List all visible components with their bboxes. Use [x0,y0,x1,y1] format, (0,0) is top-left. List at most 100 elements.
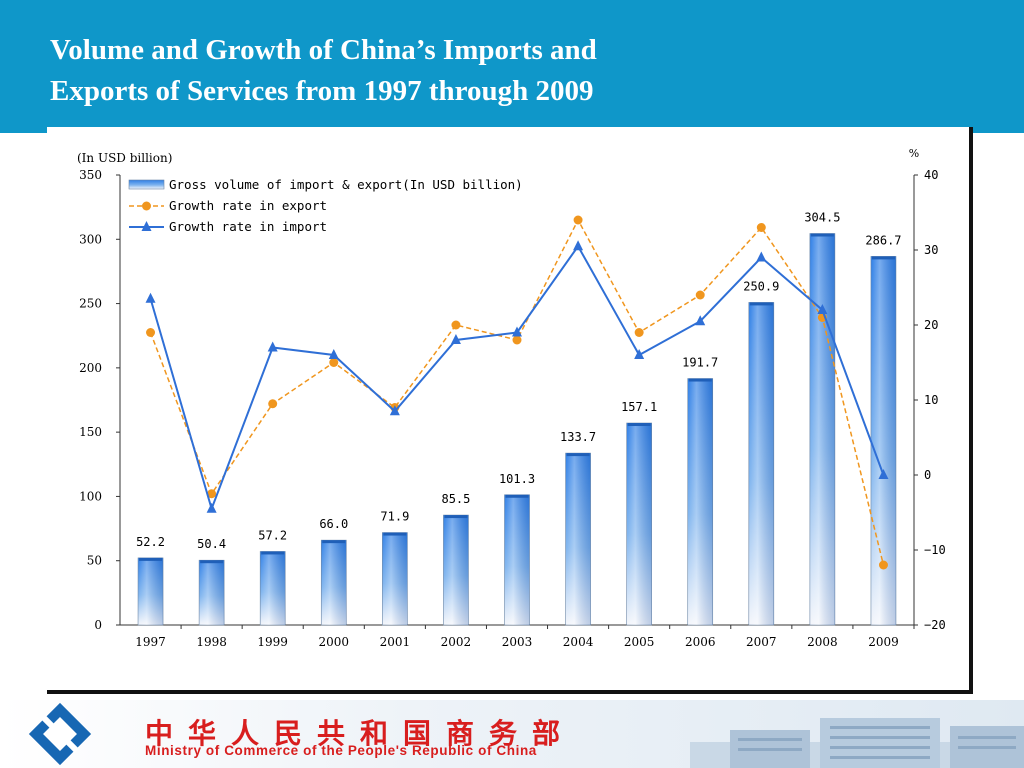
x-axis-tick-label: 1997 [135,635,166,649]
bar [504,494,530,626]
bar-shading [199,560,225,625]
legend-export-swatch-marker [142,201,151,211]
bar-cap [444,515,468,519]
bar-shading [565,453,591,625]
bar-value-label: 157.1 [621,400,657,414]
import-growth-point [695,315,706,326]
legend-import-swatch-marker [141,221,152,231]
ministry-name-chinese: 中华人民共和国商务部 [145,717,576,750]
export-growth-point [268,399,278,409]
x-axis-tick-label: 2007 [746,635,777,649]
x-axis-tick-label: 2009 [868,635,899,649]
export-growth-point [207,489,217,499]
right-axis-tick-label: 30 [924,243,938,257]
bar-shading [626,423,652,625]
bar-value-label: 50.4 [197,537,226,551]
import-growth-point [328,349,339,359]
x-axis-tick-label: 2000 [318,635,349,649]
x-axis-tick-label: 2001 [380,635,411,649]
bar-value-label: 52.2 [136,535,165,549]
bar-shading [382,532,408,625]
x-axis-tick-label: 2004 [563,635,594,649]
bar [198,559,225,626]
export-growth-point [146,328,156,337]
bar-value-label: 85.5 [441,492,470,506]
left-axis-tick-label: 250 [79,297,102,311]
x-axis-tick-label: 1998 [196,635,227,649]
left-axis-unit-label: (In USD billion) [77,151,172,165]
bar-value-label: 133.7 [560,430,596,444]
left-axis-tick-label: 0 [94,618,102,632]
legend-label-volume: Gross volume of import & export(In USD b… [169,177,523,192]
left-axis-tick-label: 300 [79,232,102,246]
bar-cap [810,233,834,237]
bar-value-label: 191.7 [682,356,718,370]
import-growth-point [389,405,400,416]
ministry-name-english: Ministry of Commerce of the People's Rep… [145,743,537,758]
bar-shading [443,515,469,625]
export-growth-point [512,335,522,345]
mofcom-logo-icon [28,702,92,766]
export-growth-point [451,320,461,330]
bar-cap [139,557,163,561]
import-growth-point [450,334,461,344]
bar-shading [138,557,164,625]
right-axis-tick-label: 40 [924,168,938,182]
right-axis-tick-label: 0 [924,468,931,482]
export-growth-point [756,223,766,232]
import-growth-point [512,326,522,337]
import-growth-point [573,240,584,251]
bar-value-label: 66.0 [319,517,348,531]
bar-shading [504,494,530,625]
bar-shading [321,540,347,625]
right-axis-tick-label: 10 [924,393,938,407]
left-axis-tick-label: 350 [79,168,102,182]
x-axis-tick-label: 2003 [502,635,533,649]
bar [320,539,347,626]
bar-value-label: 250.9 [743,279,779,293]
slide-title-line-2: Exports of Services from 1997 through 20… [50,75,594,107]
export-growth-point [329,358,339,367]
import-growth-point [267,341,278,352]
bar [259,551,286,626]
ministry-building-image [690,718,1024,768]
bar-shading [748,302,774,625]
right-axis-unit-label: % [909,147,919,160]
bar-cap [566,453,590,457]
bar-cap [749,302,773,306]
right-axis-tick-label: 20 [924,318,938,332]
bar-shading [260,551,286,625]
import-growth-point [634,349,645,359]
slide-header [0,0,1024,133]
bar-cap [871,256,895,260]
bar-cap [322,540,346,544]
import-growth-point [206,502,217,513]
export-growth-point [695,290,705,300]
bar [443,514,469,626]
bar-value-label: 57.2 [258,528,287,542]
import-growth-point [145,292,156,303]
export-growth-point [878,560,888,570]
bar-value-label: 304.5 [804,211,840,225]
bar [382,532,408,626]
bar [870,256,897,626]
bar [565,452,591,626]
bar [626,422,652,626]
bar-cap [688,378,712,382]
bar-shading [687,378,713,625]
x-axis-tick-label: 2006 [685,635,716,649]
bar-value-label: 286.7 [865,233,901,247]
right-axis-tick-label: −20 [924,618,946,632]
x-axis-tick-label: 2002 [441,635,472,649]
bar [137,557,164,626]
import-growth-point [756,251,767,262]
bar-cap [627,423,651,427]
slide-title-line-1: Volume and Growth of China’s Imports and [50,34,597,66]
legend-label-import-growth: Growth rate in import [169,219,327,234]
chart-panel: 0 50 100 150 200 250 300 350 −20 −10 0 10 20 30 40 1997… [47,127,973,694]
legend-bar-swatch [128,179,165,190]
combo-chart: 0 50 100 150 200 250 300 350 −20 −10 0 10 20 30 40 1997… [77,147,946,649]
bar-value-label: 71.9 [380,510,409,524]
bar-cap [261,551,285,555]
left-axis-tick-label: 200 [79,361,102,375]
